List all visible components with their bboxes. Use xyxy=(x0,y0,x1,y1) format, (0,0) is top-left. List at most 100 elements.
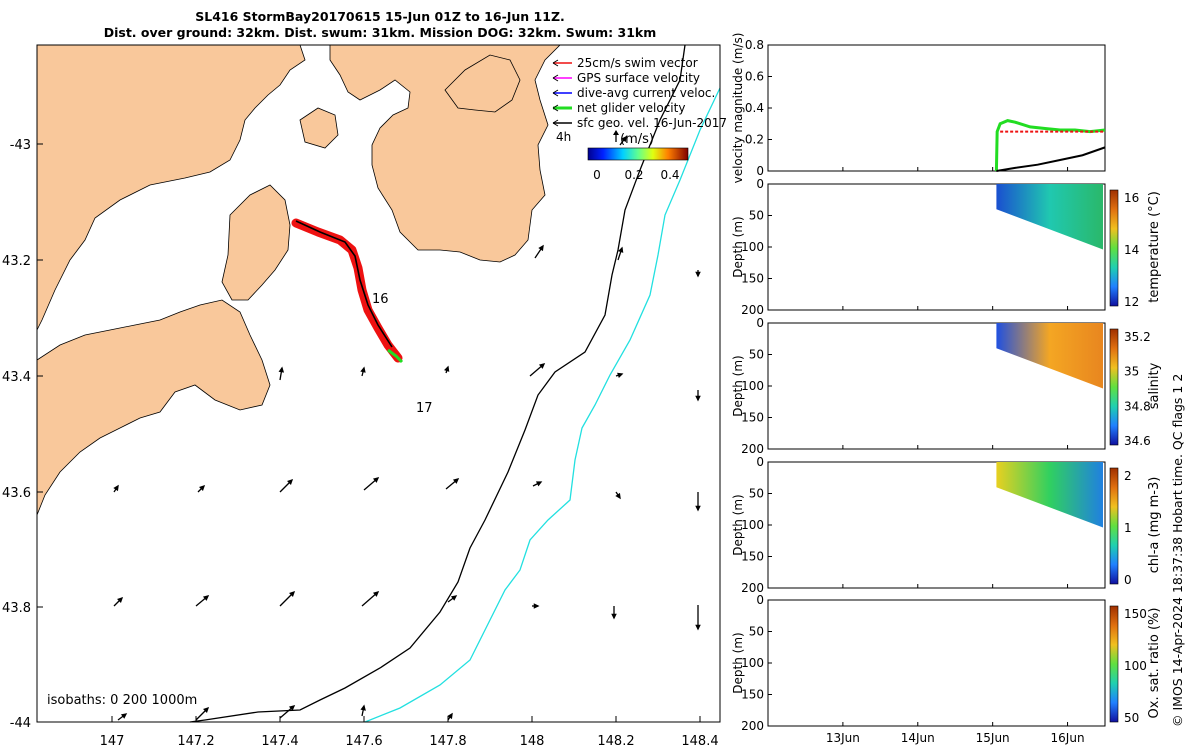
geo-arrow-head xyxy=(615,492,621,500)
map-x-tick-label: 147 xyxy=(100,734,125,749)
day-label-17: 17 xyxy=(416,401,433,416)
map-frame xyxy=(36,44,721,723)
y-tick-label: 150 xyxy=(741,411,764,425)
y-tick-label: 50 xyxy=(749,209,764,223)
geo-arrow-head xyxy=(289,590,296,597)
geo-arrow-head xyxy=(538,363,546,369)
map-y-tick-label: 43.6 xyxy=(2,486,31,501)
isobaths xyxy=(189,44,721,723)
land-central-island xyxy=(221,184,291,301)
geo-arrow-head xyxy=(199,484,206,491)
panel-ylabel: Depth (m) xyxy=(731,355,745,416)
geo-arrow-head xyxy=(452,478,460,484)
y-tick-label: 0 xyxy=(756,316,764,330)
colorbar-label: chl-a (mg m-3) xyxy=(1147,477,1162,574)
y-tick-label: 200 xyxy=(741,442,764,456)
colorbar-tick-label: 1 xyxy=(1124,521,1132,535)
colorbar-tick-label: 16 xyxy=(1124,191,1139,205)
chart-title-line-1: SL416 StormBay20170615 15-Jun 01Z to 16-… xyxy=(195,9,565,24)
geo-arrow-head xyxy=(695,624,701,631)
y-tick-label: 100 xyxy=(741,240,764,254)
isobaths-label: isobaths: 0 200 1000m xyxy=(47,693,197,708)
geo-arrow-head xyxy=(695,271,701,278)
isobath-1000m xyxy=(364,87,721,723)
panel-frame xyxy=(767,599,1106,727)
velocity-series-line xyxy=(996,146,1106,172)
sfc-geo-track xyxy=(295,220,393,348)
map-x-tick-label: 147.6 xyxy=(345,734,382,749)
map-x-tick-label: 147.4 xyxy=(261,734,298,749)
panel-colorbar xyxy=(1109,605,1119,723)
land-north-left xyxy=(37,45,306,331)
credit-text: © IMOS 14-Apr-2024 18:37:38 Hobart time.… xyxy=(1170,373,1185,727)
panel-ylabel: Depth (m) xyxy=(731,494,745,555)
land-west-peninsula xyxy=(37,299,271,516)
map-x-tick-label: 147.2 xyxy=(177,734,214,749)
geo-arrow-head xyxy=(618,246,624,253)
colorbar-label: salinity xyxy=(1147,362,1162,409)
legend-label-net: net glider velocity xyxy=(577,101,685,115)
geo-arrow-head xyxy=(447,712,453,720)
section-heatmap xyxy=(996,462,1103,528)
colorbar-tick-2: 0.4 xyxy=(660,168,679,182)
y-tick-label: 100 xyxy=(741,656,764,670)
y-tick-label: 100 xyxy=(741,518,764,532)
isobath-200m xyxy=(189,44,686,723)
colorbar-tick-label: 50 xyxy=(1124,711,1139,725)
colorbar-label: Ox. sat. ratio (%) xyxy=(1147,608,1162,719)
colorbar-label: temperature (°C) xyxy=(1147,191,1162,303)
glider-track xyxy=(291,218,404,364)
x-tick-label: 15Jun xyxy=(976,731,1010,745)
panel-ylabel: velocity magnitude (m/s) xyxy=(731,33,745,184)
geo-arrow-head xyxy=(113,484,119,492)
y-tick-label: 200 xyxy=(741,303,764,317)
geo-arrow-head xyxy=(621,135,627,143)
day-label-16: 16 xyxy=(372,292,389,307)
geo-arrow-head xyxy=(695,505,701,512)
panel-colorbar xyxy=(1109,189,1119,307)
legend-label-dive: dive-avg current veloc. xyxy=(577,86,715,100)
y-tick-label: 100 xyxy=(741,379,764,393)
map-y-tick-label: 43.4 xyxy=(2,370,31,385)
map-x-tick-label: 148.2 xyxy=(597,734,634,749)
speed-colorbar xyxy=(587,147,689,161)
y-tick-label: 0 xyxy=(756,455,764,469)
map-y-tick-label: -44 xyxy=(10,716,31,731)
colorbar-tick-label: 2 xyxy=(1124,469,1132,483)
panel-colorbar xyxy=(1109,328,1119,446)
map-y-tick-label: 43.2 xyxy=(2,254,31,269)
colorbar-tick-label: 150 xyxy=(1124,607,1147,621)
map-y-tick-label: 43.8 xyxy=(2,601,31,616)
map-x-tick-label: 148.4 xyxy=(681,734,718,749)
y-tick-label: 150 xyxy=(741,550,764,564)
geo-arrow-head xyxy=(287,478,294,485)
x-tick-label: 16Jun xyxy=(1051,731,1085,745)
colorbar-tick-label: 12 xyxy=(1124,295,1139,309)
map-x-tick-label: 147.8 xyxy=(429,734,466,749)
y-tick-label: 0.8 xyxy=(745,38,764,52)
geo-arrow-head xyxy=(360,704,366,711)
chart-title-line-2: Dist. over ground: 32km. Dist. swum: 31k… xyxy=(103,25,657,40)
geo-arrow-head xyxy=(372,591,380,597)
geo-arrow-head xyxy=(695,395,701,402)
y-tick-label: 0.6 xyxy=(745,70,764,84)
geo-arrow-head xyxy=(203,706,210,713)
geo-arrow-head xyxy=(617,372,624,378)
colorbar-tick-label: 100 xyxy=(1124,659,1147,673)
geo-arrow-head xyxy=(278,366,285,373)
colorbar-tick-label: 0 xyxy=(1124,573,1132,587)
geo-arrow-head xyxy=(372,477,380,483)
x-tick-label: 13Jun xyxy=(826,731,860,745)
y-tick-label: 50 xyxy=(749,487,764,501)
map-axes: 147 147.2 147.4 147.6 147.8 148 148.2 148.4 -43 4… xyxy=(2,138,719,749)
time-label: 4h xyxy=(556,130,571,144)
geo-arrow-head xyxy=(117,596,124,603)
velocity-series-line xyxy=(994,119,1106,172)
land-small-isle xyxy=(299,107,339,149)
map-legend: 25cm/s swim vector GPS surface velocity … xyxy=(552,56,727,182)
land-layer xyxy=(37,45,561,516)
geo-arrow-head xyxy=(611,613,617,620)
